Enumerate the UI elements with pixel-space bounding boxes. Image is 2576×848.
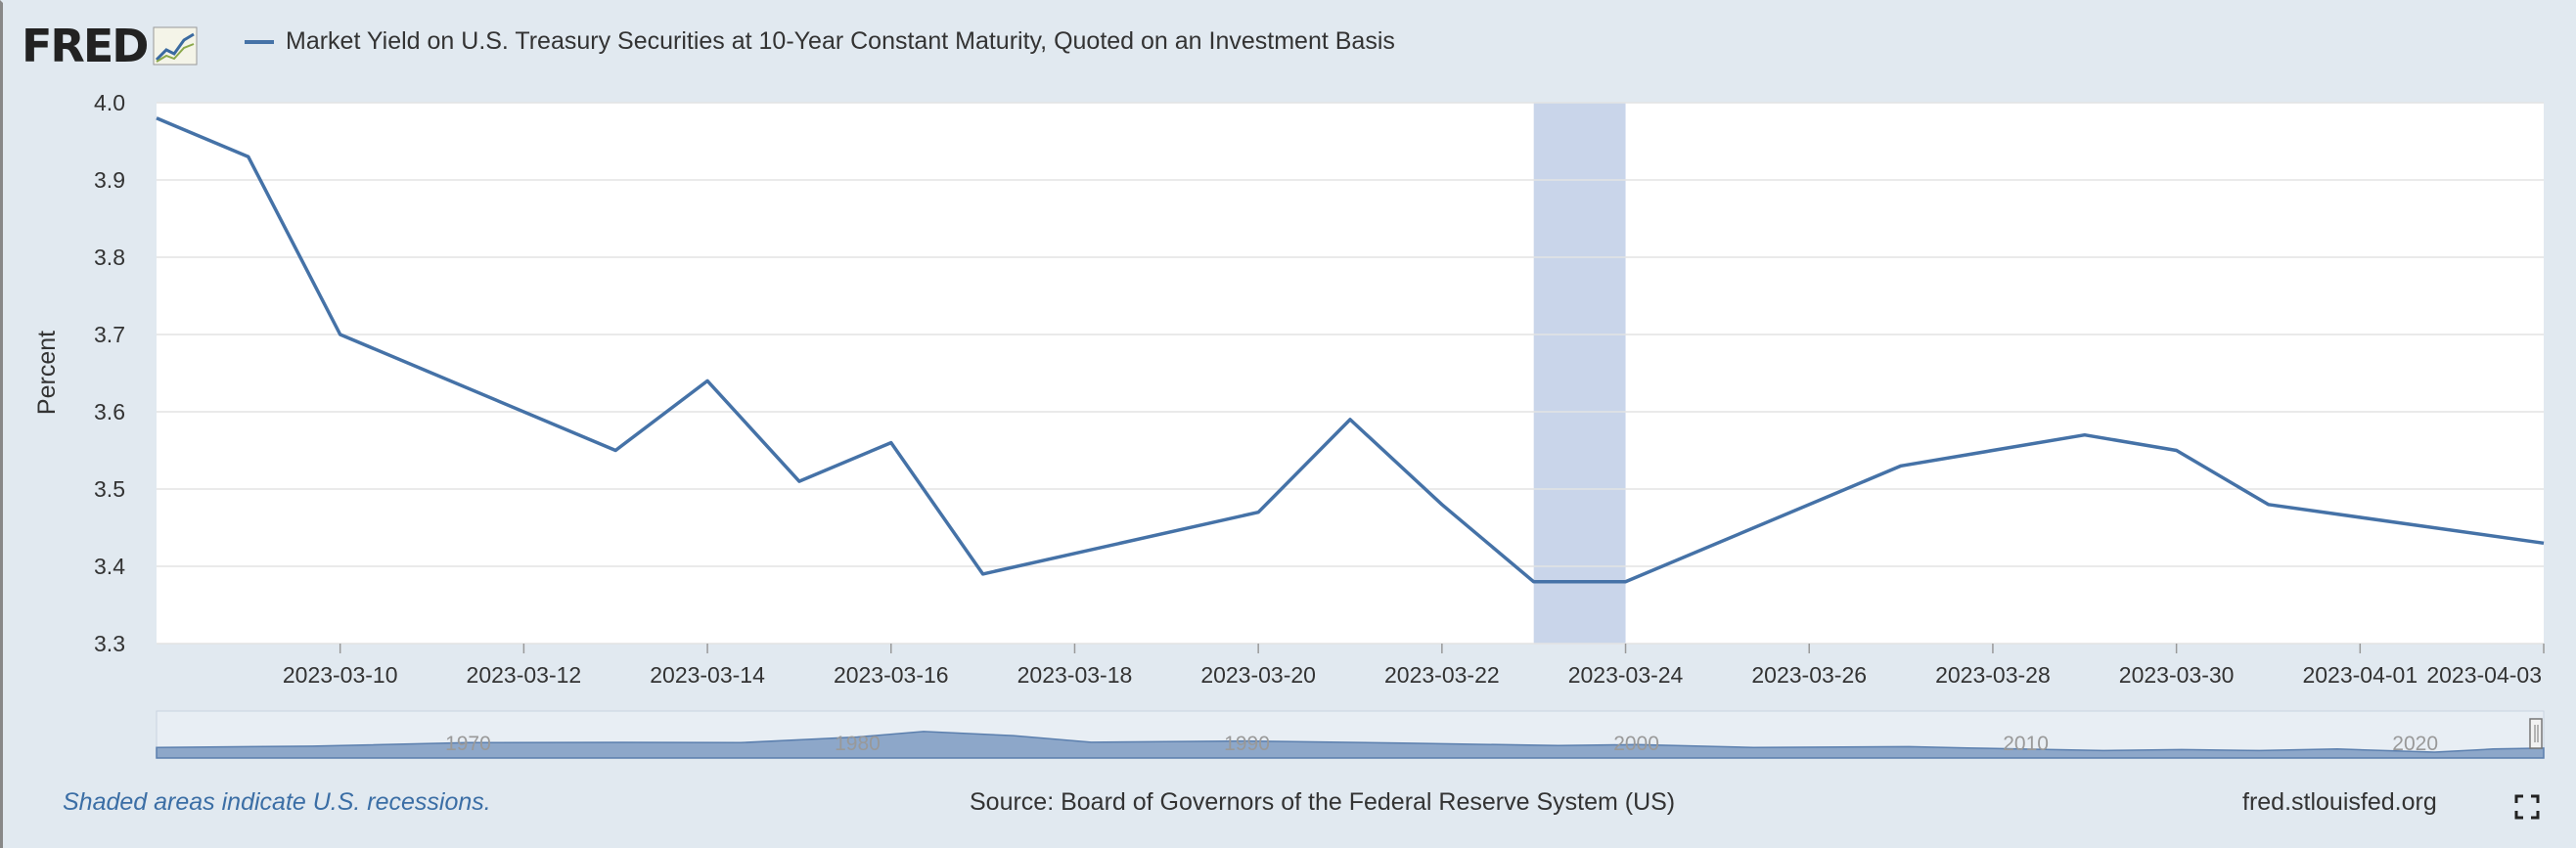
recession-note: Shaded areas indicate U.S. recessions. <box>63 788 491 816</box>
site-link[interactable]: fred.stlouisfed.org <box>2242 788 2437 816</box>
source-text: Source: Board of Governors of the Federa… <box>970 788 1676 816</box>
y-tick-label: 3.7 <box>94 322 125 347</box>
data-point <box>2266 502 2271 507</box>
fred-logo[interactable]: FRED <box>22 20 149 72</box>
y-tick-label: 3.8 <box>94 245 125 270</box>
x-tick-label: 2023-03-28 <box>1935 662 2051 688</box>
data-point <box>1348 417 1353 422</box>
x-tick-label: 2023-03-24 <box>1568 662 1684 688</box>
x-tick-label: 2023-04-01 <box>2302 662 2418 688</box>
data-point <box>796 479 801 484</box>
data-point <box>2542 541 2547 546</box>
data-point <box>1439 502 1444 507</box>
data-point <box>705 379 710 383</box>
data-point <box>2174 448 2179 453</box>
x-tick-label: 2023-03-10 <box>283 662 398 688</box>
data-point <box>613 448 618 453</box>
legend-series-name: Market Yield on U.S. Treasury Securities… <box>286 27 1395 55</box>
data-point <box>246 155 250 159</box>
navigator-handle[interactable] <box>2529 718 2543 749</box>
data-point <box>338 333 342 337</box>
x-tick-label: 2023-03-26 <box>1751 662 1867 688</box>
fullscreen-icon[interactable] <box>2514 794 2540 820</box>
navigator-year-label: 1970 <box>445 733 491 755</box>
fred-header: FRED <box>22 22 198 70</box>
navigator-year-label: 2000 <box>1613 733 1659 755</box>
plot-background <box>157 103 2544 644</box>
data-point <box>155 115 159 120</box>
y-tick-label: 3.4 <box>94 554 125 579</box>
series-line <box>156 116 2545 584</box>
x-tick-label: 2023-04-03 <box>2426 662 2542 688</box>
x-tick-label: 2023-03-30 <box>2119 662 2235 688</box>
x-tick-label: 2023-03-20 <box>1200 662 1316 688</box>
x-tick-label: 2023-03-18 <box>1017 662 1133 688</box>
chart-line-icon <box>153 26 198 66</box>
y-axis-label: Percent <box>33 331 61 415</box>
y-tick-label: 3.5 <box>94 476 125 502</box>
data-point <box>1531 579 1536 584</box>
data-point <box>1899 464 1904 469</box>
line-chart[interactable]: 3.3 3.4 3.5 3.6 3.7 3.8 3.9 4.0 2023-03-10 2023-… <box>0 0 2576 773</box>
y-tick-label: 3.6 <box>94 399 125 424</box>
data-point <box>1623 579 1628 584</box>
navigator-area <box>156 731 2545 759</box>
x-tick-label: 2023-03-12 <box>467 662 582 688</box>
navigator-year-label: 2020 <box>2392 733 2438 755</box>
y-tick-label: 4.0 <box>94 90 125 115</box>
y-tick-label: 3.3 <box>94 631 125 656</box>
data-point <box>888 440 893 445</box>
data-point <box>2082 432 2087 437</box>
data-point <box>1256 510 1261 514</box>
x-tick-label: 2023-03-16 <box>834 662 949 688</box>
data-point <box>980 571 985 576</box>
navigator-year-label: 1980 <box>835 733 881 755</box>
legend-swatch <box>245 39 274 44</box>
navigator[interactable]: 1970 1980 1990 2000 2010 2020 <box>156 710 2545 759</box>
recession-shade <box>1533 103 1626 644</box>
x-tick-label: 2023-03-14 <box>650 662 765 688</box>
legend[interactable]: Market Yield on U.S. Treasury Securities… <box>245 27 1395 56</box>
y-tick-label: 3.9 <box>94 167 125 193</box>
navigator-year-label: 2010 <box>2003 733 2049 755</box>
navigator-year-label: 1990 <box>1224 733 1270 755</box>
x-tick-label: 2023-03-22 <box>1384 662 1500 688</box>
